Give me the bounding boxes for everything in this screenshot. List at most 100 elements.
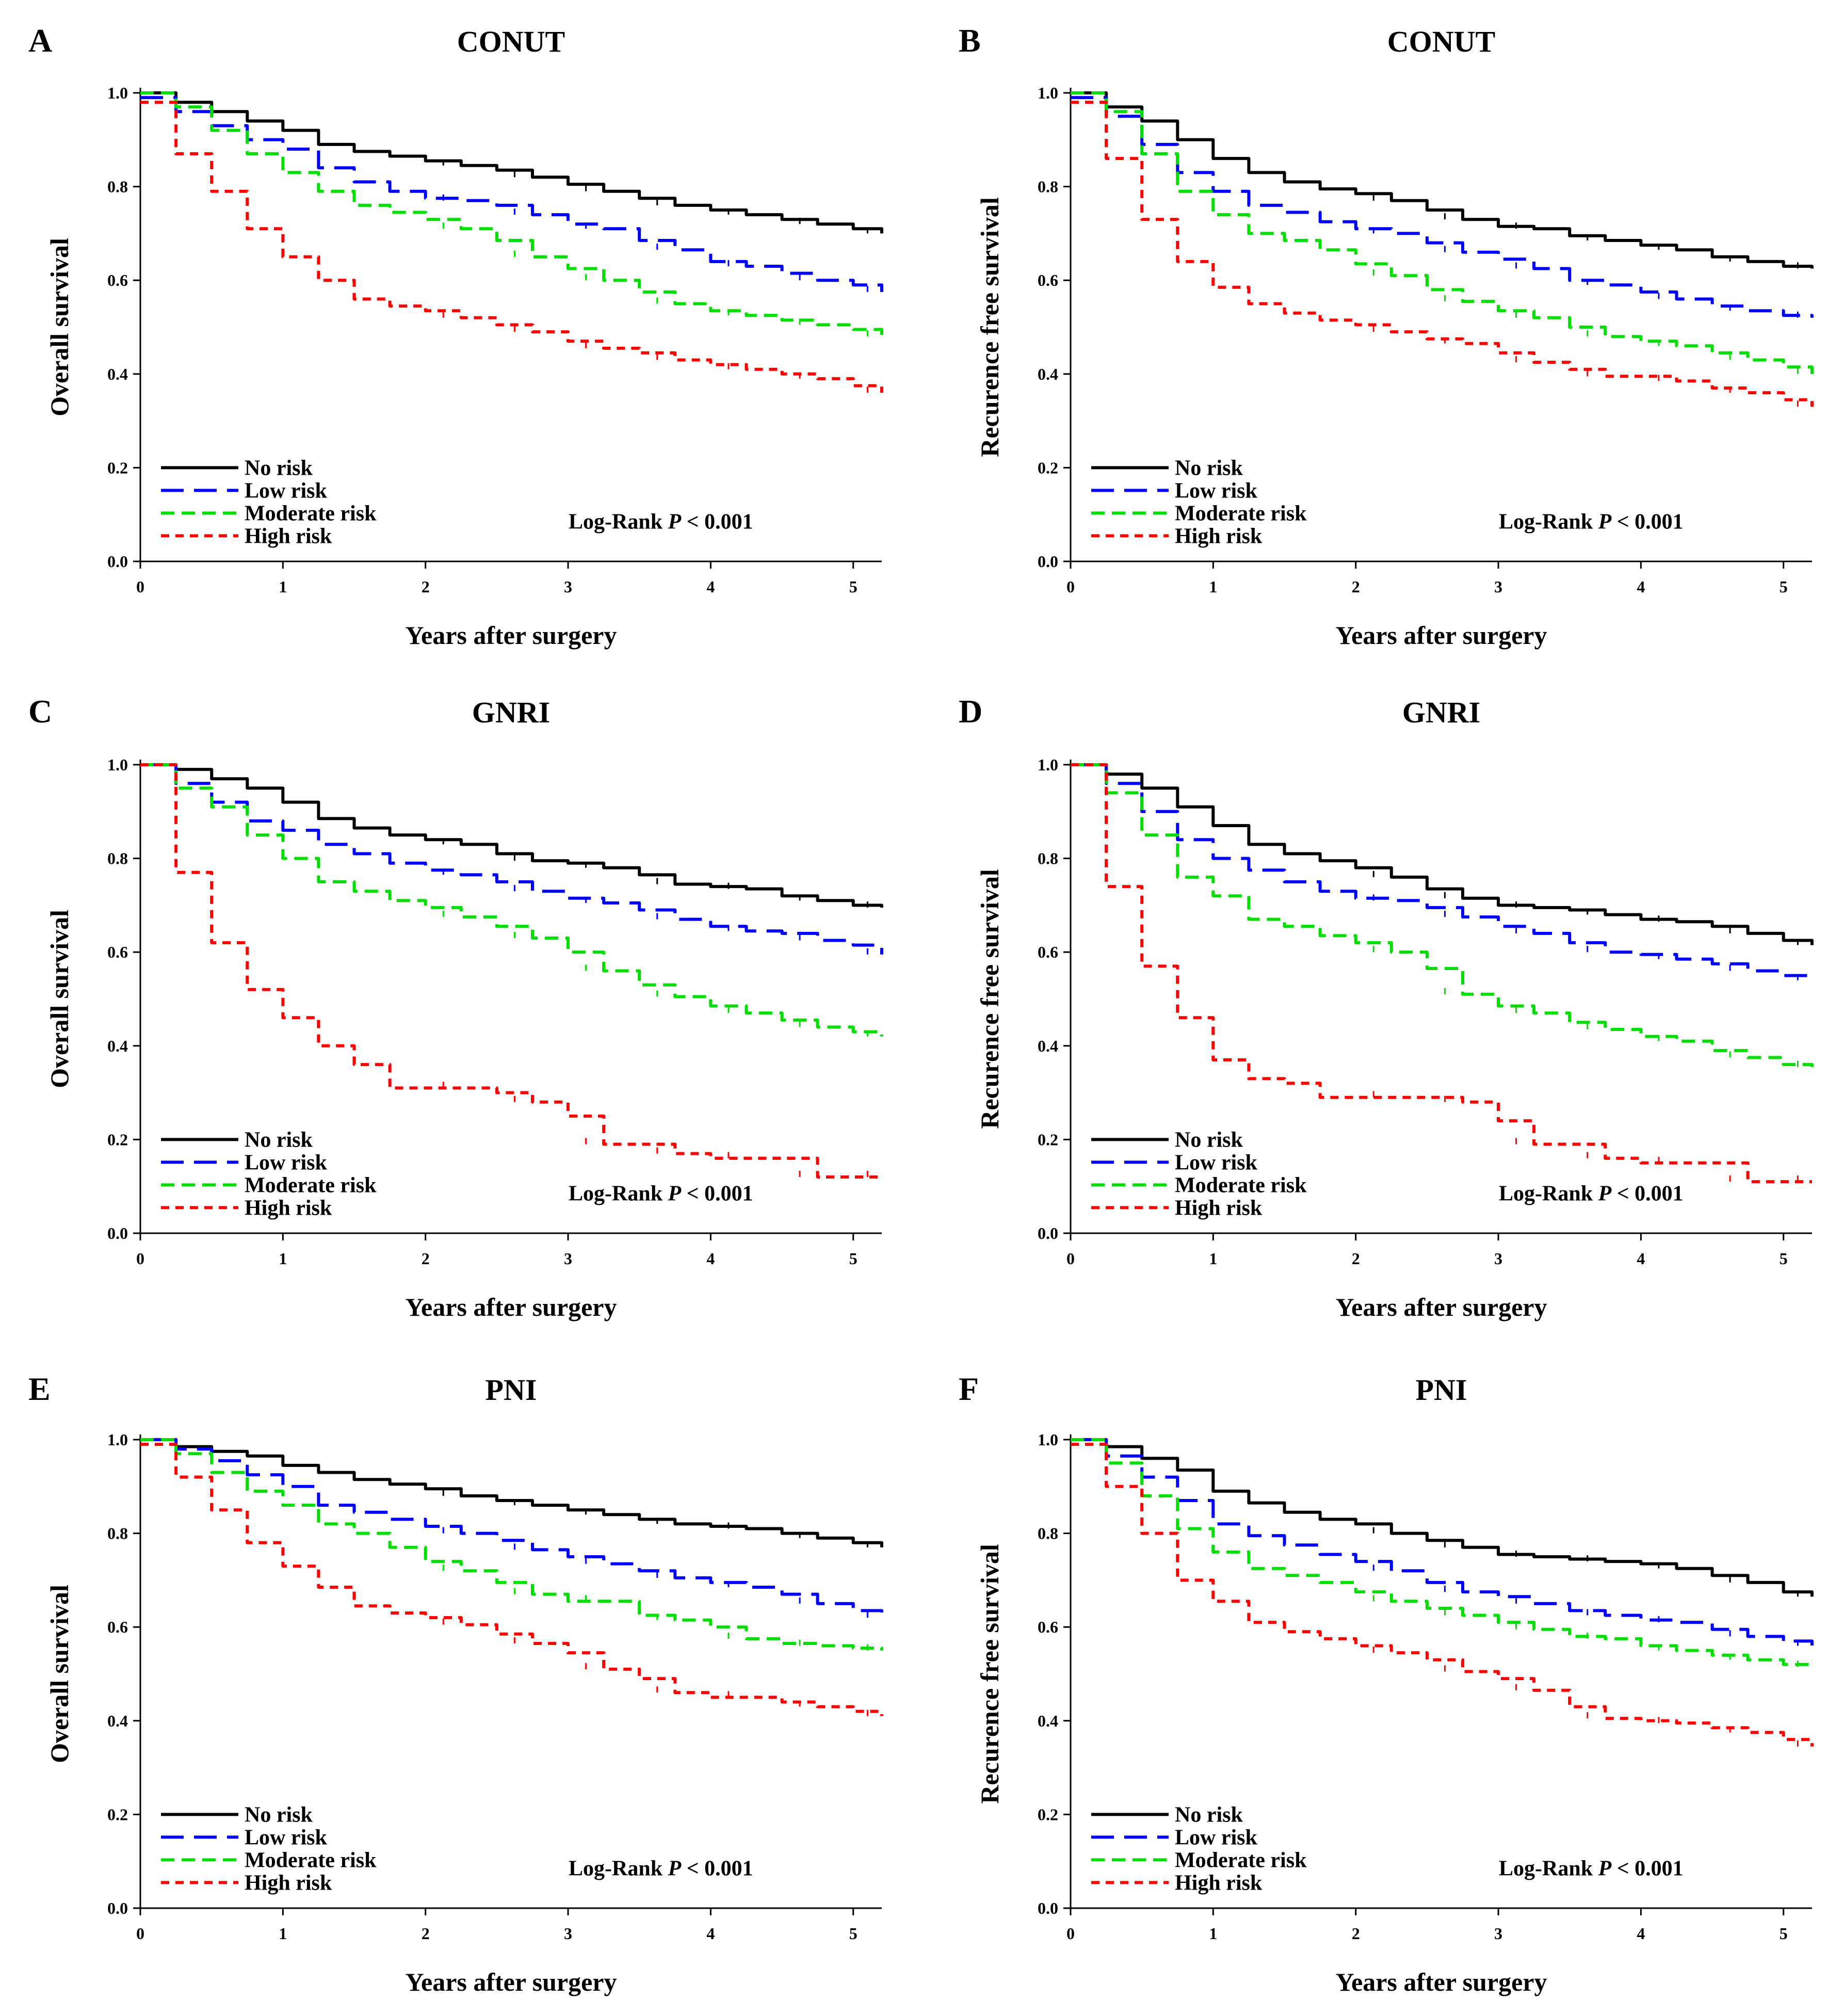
y-tick-label: 0.8	[1038, 1524, 1058, 1543]
x-tick-label: 2	[422, 1924, 430, 1943]
x-tick-label: 1	[1209, 1249, 1217, 1268]
legend-label: Moderate risk	[1175, 1173, 1307, 1197]
panel-letter: D	[959, 693, 982, 730]
x-tick-label: 3	[1494, 1924, 1502, 1943]
curve-no-risk	[140, 91, 883, 234]
y-tick-label: 0.2	[107, 1130, 128, 1149]
y-tick-label: 0.6	[1038, 271, 1058, 289]
panel-letter: A	[28, 22, 52, 59]
logrank-p: P	[668, 1857, 682, 1880]
logrank-text: Log-Rank P < 0.001	[569, 1182, 753, 1205]
x-tick-label: 5	[1780, 1924, 1788, 1943]
legend-label: High risk	[245, 1871, 332, 1895]
legend-label: Low risk	[1175, 1151, 1258, 1174]
panel-title: PNI	[1416, 1373, 1467, 1407]
curve-high-risk	[1071, 1443, 1814, 1747]
logrank-p: P	[668, 510, 682, 534]
curve-no-risk	[1071, 763, 1814, 945]
panel-letter: B	[959, 22, 981, 59]
y-tick-label: 0.0	[1038, 1899, 1058, 1917]
logrank-text: Log-Rank P < 0.001	[569, 510, 753, 534]
x-tick-label: 2	[1352, 1924, 1360, 1943]
legend-label: No risk	[1175, 456, 1243, 480]
x-tick-label: 4	[1637, 1249, 1645, 1268]
x-tick-label: 2	[422, 1249, 430, 1268]
curve-low-risk	[140, 763, 883, 955]
y-tick-label: 0.2	[1038, 1805, 1058, 1824]
legend-label: Moderate risk	[245, 502, 377, 525]
x-tick-label: 5	[849, 577, 858, 596]
x-tick-label: 1	[279, 577, 287, 596]
y-tick-label: 1.0	[1038, 84, 1058, 102]
y-tick-label: 0.4	[107, 1712, 128, 1730]
logrank-prefix: Log-Rank	[569, 510, 668, 534]
legend-label: Low risk	[245, 1151, 328, 1174]
x-axis-label: Years after surgery	[1335, 1293, 1547, 1321]
legend-label: No risk	[1175, 1803, 1243, 1827]
curve-moderate-risk	[140, 763, 883, 1037]
x-axis-label: Years after surgery	[405, 621, 617, 650]
curve-high-risk	[1071, 763, 1812, 1184]
panel-title: GNRI	[472, 696, 550, 729]
curve-high-risk	[140, 763, 882, 1179]
y-tick-label: 0.8	[1038, 178, 1058, 196]
x-tick-label: 3	[564, 577, 572, 596]
panel-f: F PNI 0.0 0.2 0.4 0.6 0.8 1.0 0 1 2 3 4 5 Years after …	[959, 1370, 1814, 1996]
y-tick-label: 0.2	[107, 1805, 128, 1824]
y-tick-label: 1.0	[107, 1430, 128, 1449]
x-tick-label: 4	[1637, 1924, 1645, 1943]
curve-high-risk	[1071, 101, 1814, 407]
y-axis-label: Recurence free survival	[975, 869, 1004, 1129]
curve-moderate-risk	[1071, 763, 1814, 1067]
curve-moderate-risk	[1071, 1438, 1814, 1667]
logrank-suffix: < 0.001	[681, 1857, 753, 1880]
panel-title: CONUT	[1387, 25, 1495, 58]
y-axis-label: Overall survival	[45, 1585, 74, 1763]
legend-label: High risk	[1175, 524, 1263, 548]
curve-moderate-risk	[1071, 91, 1814, 374]
panel-title: PNI	[486, 1373, 537, 1407]
curve-low-risk	[140, 1438, 883, 1618]
panel-d: D GNRI 0.0 0.2 0.4 0.6 0.8 1.0 0 1 2 3 4 5 Years after…	[959, 693, 1814, 1321]
panel-title: GNRI	[1402, 696, 1480, 729]
x-tick-label: 0	[136, 577, 144, 596]
logrank-text: Log-Rank P < 0.001	[1499, 1857, 1684, 1880]
logrank-suffix: < 0.001	[1611, 510, 1683, 534]
logrank-prefix: Log-Rank	[1499, 1182, 1598, 1205]
y-tick-label: 0.6	[107, 1618, 128, 1636]
logrank-text: Log-Rank P < 0.001	[1499, 510, 1684, 534]
x-tick-label: 1	[1209, 577, 1217, 596]
curve-moderate-risk	[140, 1438, 883, 1651]
logrank-suffix: < 0.001	[681, 1182, 753, 1205]
logrank-p: P	[668, 1182, 682, 1205]
legend-label: High risk	[245, 1196, 332, 1220]
y-tick-label: 0.0	[1038, 1224, 1058, 1243]
x-tick-label: 2	[422, 577, 430, 596]
x-tick-label: 5	[849, 1924, 858, 1943]
logrank-prefix: Log-Rank	[1499, 1857, 1598, 1880]
panel-e: E PNI 0.0 0.2 0.4 0.6 0.8 1.0 0 1 2 3 4 5 Years after …	[28, 1370, 883, 1996]
curve-no-risk	[140, 763, 883, 908]
y-tick-label: 0.2	[1038, 458, 1058, 477]
legend-label: No risk	[245, 1128, 313, 1152]
y-tick-label: 0.2	[1038, 1130, 1058, 1149]
y-tick-label: 1.0	[107, 84, 128, 102]
curve-high-risk	[140, 1443, 883, 1716]
panel-b: B CONUT 0.0 0.2 0.4 0.6 0.8 1.0 0 1 2 3 4 5 Years afte…	[959, 22, 1814, 650]
y-tick-label: 0.4	[107, 1037, 128, 1055]
y-tick-label: 1.0	[1038, 755, 1058, 774]
x-axis-label: Years after surgery	[1335, 621, 1547, 650]
x-tick-label: 1	[1209, 1924, 1217, 1943]
x-tick-label: 2	[1352, 1249, 1360, 1268]
logrank-suffix: < 0.001	[681, 510, 753, 534]
y-tick-label: 0.0	[107, 1224, 128, 1243]
curve-low-risk	[140, 96, 883, 292]
y-tick-label: 0.0	[107, 1899, 128, 1917]
y-tick-label: 0.8	[1038, 849, 1058, 868]
x-tick-label: 4	[706, 1249, 715, 1268]
y-tick-label: 0.2	[107, 458, 128, 477]
y-tick-label: 0.6	[1038, 943, 1058, 961]
curve-low-risk	[1071, 96, 1814, 318]
